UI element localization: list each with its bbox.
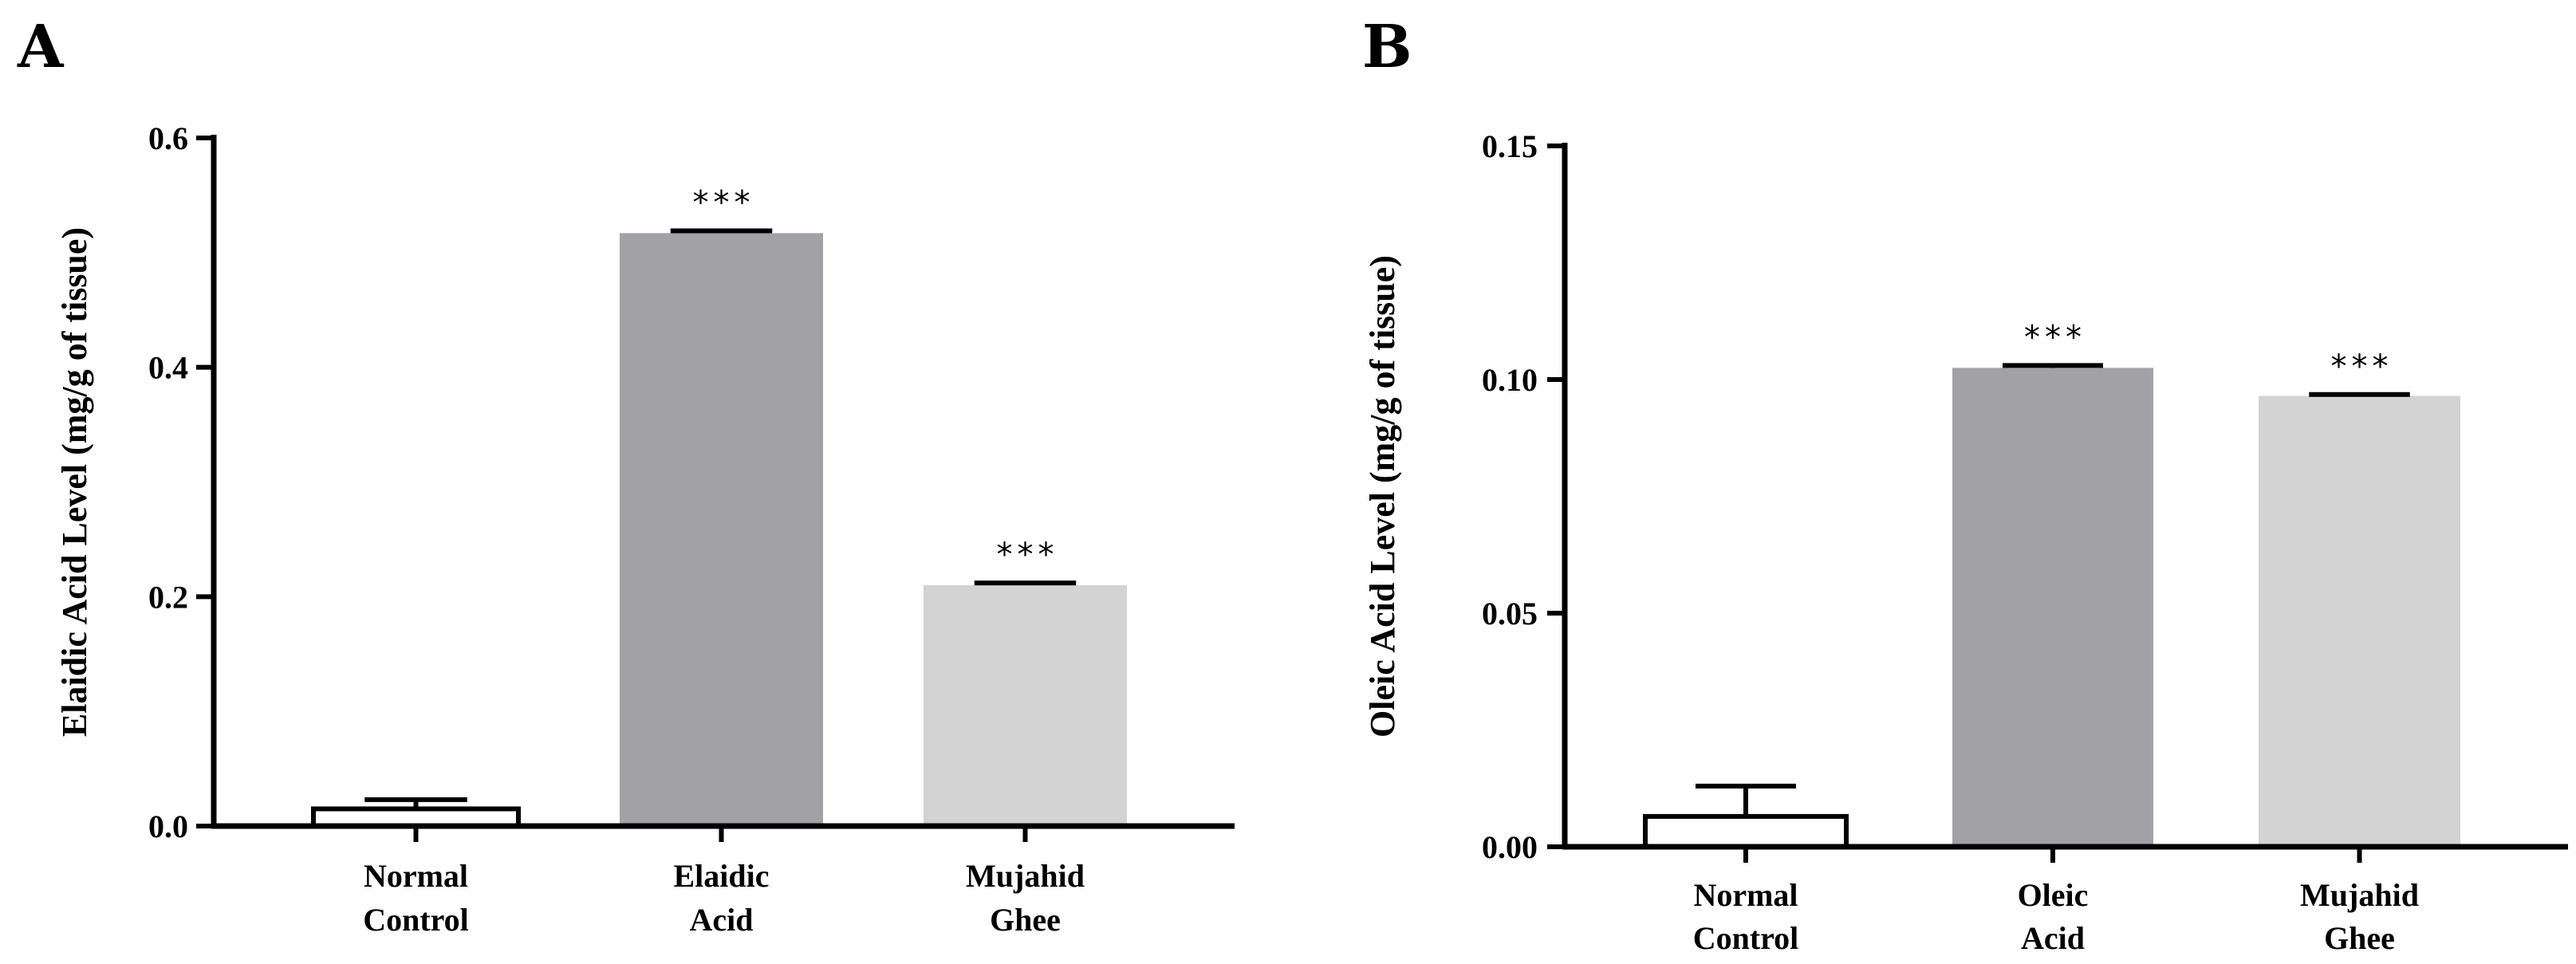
significance-marker: *** xyxy=(2331,348,2393,385)
bar-oleic-acid xyxy=(1952,368,2153,848)
bar-mujahid-ghee xyxy=(2259,395,2460,847)
category-label-line1: Normal xyxy=(1693,877,1798,913)
bar-elaidic-acid xyxy=(620,233,823,826)
category-label-line2: Ghee xyxy=(990,902,1061,938)
panel-letter: B xyxy=(1362,13,1412,81)
y-tick-label: 0.4 xyxy=(148,350,188,386)
significance-marker: *** xyxy=(2024,319,2086,356)
category-label-line1: Normal xyxy=(364,858,468,894)
y-tick-label: 0.10 xyxy=(1482,362,1538,398)
chart-panel-b: B Oleic Acid Level (mg/g of tissue) Normal… xyxy=(1362,13,2568,956)
y-tick-label: 0.15 xyxy=(1482,128,1538,164)
significance-marker: *** xyxy=(997,537,1059,573)
category-label-line1: Oleic xyxy=(2018,877,2089,913)
y-tick-label: 0.6 xyxy=(148,120,188,156)
bar-mujahid-ghee xyxy=(924,584,1127,826)
category-label-line2: Acid xyxy=(690,902,754,938)
category-label-line1: Mujahid xyxy=(2300,877,2419,913)
category-label-line2: Control xyxy=(363,902,469,938)
significance-marker: *** xyxy=(693,185,755,222)
y-tick-label: 0.00 xyxy=(1482,829,1538,865)
panel-letter: A xyxy=(17,13,65,81)
y-tick-label: 0.0 xyxy=(148,809,188,844)
y-tick-label: 0.2 xyxy=(148,579,188,615)
category-label-line2: Control xyxy=(1693,920,1799,956)
category-label-line2: Acid xyxy=(2021,920,2085,956)
bar-normal-control xyxy=(1643,813,1849,849)
category-label-line1: Mujahid xyxy=(966,858,1085,894)
y-axis-title: Oleic Acid Level (mg/g of tissue) xyxy=(1363,255,1402,738)
category-label-line1: Elaidic xyxy=(673,858,769,894)
y-tick-label: 0.05 xyxy=(1482,596,1538,632)
category-label-line2: Ghee xyxy=(2324,920,2395,956)
chart-panel-a: A Elaidic Acid Level (mg/g of tissue) Norm… xyxy=(17,13,1235,938)
y-axis-title: Elaidic Acid Level (mg/g of tissue) xyxy=(55,227,94,737)
